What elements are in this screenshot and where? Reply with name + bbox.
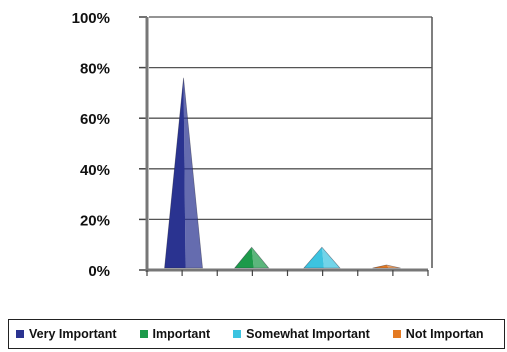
- bar-face-very-important: [164, 77, 186, 268]
- legend-swatch-important: [139, 330, 148, 338]
- legend-item-very-important: Very Important: [16, 327, 117, 341]
- y-tick-labels: 0% 20% 40% 60% 80% 100%: [72, 10, 110, 280]
- chart-bars: [164, 77, 401, 269]
- legend-swatch-very-important: [16, 330, 24, 338]
- bar-outline-not-important: [372, 264, 401, 269]
- legend-swatch-not-important: [392, 330, 401, 338]
- y-tick-label: 60%: [80, 111, 110, 128]
- bar-not-important: [372, 264, 401, 269]
- x-tick-marks: [146, 270, 429, 276]
- bar-face-somewhat-important: [303, 247, 324, 268]
- legend-swatch-somewhat-important: [233, 330, 242, 338]
- bar-outline-very-important: [164, 77, 203, 269]
- bar-outline-important: [234, 246, 270, 269]
- y-tick-label: 100%: [72, 10, 110, 27]
- legend: Very Important Important Somewhat Import…: [8, 319, 505, 349]
- legend-item-somewhat-important: Somewhat Important: [233, 327, 370, 341]
- legend-label-not-important: Not Importan: [405, 327, 484, 341]
- legend-label-very-important: Very Important: [29, 327, 117, 341]
- y-tick-label: 80%: [80, 61, 110, 78]
- chart: 0% 20% 40% 60% 80% 100%: [72, 10, 433, 280]
- legend-item-not-important: Not Importan: [392, 327, 484, 341]
- legend-label-somewhat-important: Somewhat Important: [246, 327, 370, 341]
- bar-somewhat-important: [303, 246, 341, 269]
- legend-label-important: Important: [152, 327, 211, 341]
- y-tick-label: 20%: [80, 212, 110, 229]
- bar-important: [234, 246, 270, 269]
- bar-face-important: [234, 247, 254, 268]
- y-tick-label: 0%: [88, 263, 110, 280]
- legend-item-important: Important: [139, 327, 211, 341]
- bar-outline-somewhat-important: [303, 246, 341, 269]
- bar-very-important: [164, 77, 203, 269]
- y-tick-label: 40%: [80, 162, 110, 179]
